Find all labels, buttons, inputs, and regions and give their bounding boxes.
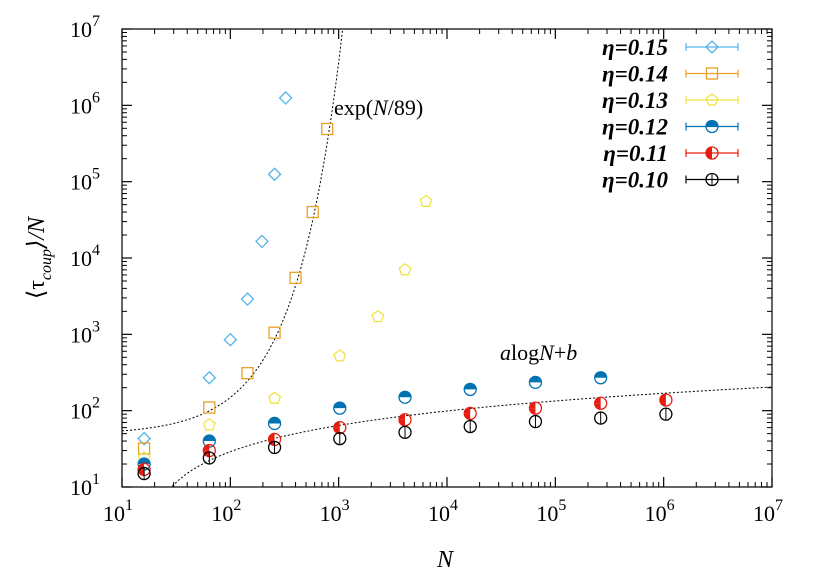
data-point-outline (528, 375, 543, 389)
data-points (137, 91, 673, 481)
data-point (333, 349, 347, 362)
x-tick-label: 103 (320, 497, 350, 526)
data-point-outline (463, 406, 477, 421)
data-point-fill2 (464, 413, 471, 420)
data-point (203, 401, 216, 414)
legend-label: η=0.13 (602, 88, 668, 113)
data-point (202, 418, 216, 431)
legend-marker-outline (705, 119, 719, 134)
x-axis-title: N (436, 547, 455, 573)
x-tick-label: 107 (753, 497, 783, 526)
x-tick-label: 102 (211, 497, 241, 526)
data-point (278, 91, 293, 105)
data-point (202, 370, 217, 385)
series-1 (137, 122, 334, 455)
fit-label-exp: exp(N/89) (334, 95, 423, 120)
data-point-outline (594, 396, 608, 410)
data-point (419, 194, 433, 207)
data-point-fill2 (659, 399, 666, 406)
x-tick-label: 101 (103, 497, 133, 526)
data-point-fill2 (529, 408, 536, 415)
plot-frame (121, 28, 773, 488)
data-point (203, 444, 210, 451)
legend-marker (705, 40, 719, 54)
y-tick-label: 106 (70, 89, 100, 118)
legend-marker (706, 147, 712, 153)
data-point (333, 421, 340, 428)
data-point (267, 167, 282, 182)
legend-marker-outline (705, 146, 719, 160)
legend-label: η=0.15 (602, 35, 668, 60)
data-point (241, 367, 254, 380)
x-tick-label: 104 (428, 497, 458, 526)
legend-label: η=0.12 (602, 115, 668, 140)
data-point (223, 332, 238, 347)
data-point-fill2 (333, 427, 340, 434)
series-0 (137, 91, 293, 446)
series-5 (137, 407, 673, 481)
data-point (659, 393, 666, 400)
data-point-fill2 (594, 403, 601, 410)
axis-ticks: 101 102 103 104 105 106 107 101 102 103 104 105 106 1… (70, 13, 783, 526)
fit-label-log: alogN+b (500, 340, 577, 365)
data-point-fill2 (138, 469, 145, 476)
data-point-outline (528, 401, 543, 415)
data-point (399, 413, 406, 420)
data-point (464, 407, 471, 414)
fit-curve-log (170, 386, 772, 487)
data-point-outline (333, 401, 347, 415)
x-tick-label: 105 (536, 497, 566, 526)
data-point-fill2 (399, 419, 406, 426)
y-tick-label: 102 (70, 395, 100, 424)
legend-label: η=0.10 (602, 168, 668, 193)
y-tick-label: 101 (70, 471, 100, 500)
data-point (268, 326, 281, 339)
fit-curves (122, 29, 772, 487)
y-tick-label: 105 (70, 166, 100, 195)
data-point (594, 397, 601, 404)
y-tick-label: 107 (70, 13, 100, 42)
data-point (268, 391, 282, 404)
legend: η=0.15η=0.14η=0.13η=0.12η=0.11η=0.10 (602, 35, 739, 193)
y-tick-label: 104 (70, 242, 100, 271)
series-3 (137, 371, 608, 471)
legend-label: η=0.14 (602, 62, 668, 87)
data-point-outline (659, 393, 673, 407)
series-2 (137, 194, 433, 464)
data-point (268, 433, 275, 440)
data-point (137, 431, 152, 446)
data-point (289, 271, 302, 284)
data-point (137, 442, 151, 455)
data-point-outline (594, 371, 608, 385)
data-point (371, 309, 385, 323)
legend-marker-fill2 (706, 153, 712, 159)
data-point-outline (267, 416, 282, 431)
data-point (306, 205, 319, 219)
y-axis-title: ⟨τcoup⟩/N (24, 215, 55, 299)
data-point (529, 402, 536, 409)
data-point (255, 234, 269, 249)
x-tick-label: 106 (645, 497, 675, 526)
data-point (240, 292, 255, 306)
y-tick-label: 103 (70, 318, 100, 347)
legend-marker (705, 67, 719, 80)
legend-marker (705, 93, 719, 106)
data-point-outline (463, 382, 477, 397)
fit-curve-exp (122, 29, 344, 432)
data-point (398, 262, 412, 276)
data-point (321, 122, 334, 136)
legend-label: η=0.11 (603, 141, 668, 166)
data-point-outline (398, 390, 412, 404)
